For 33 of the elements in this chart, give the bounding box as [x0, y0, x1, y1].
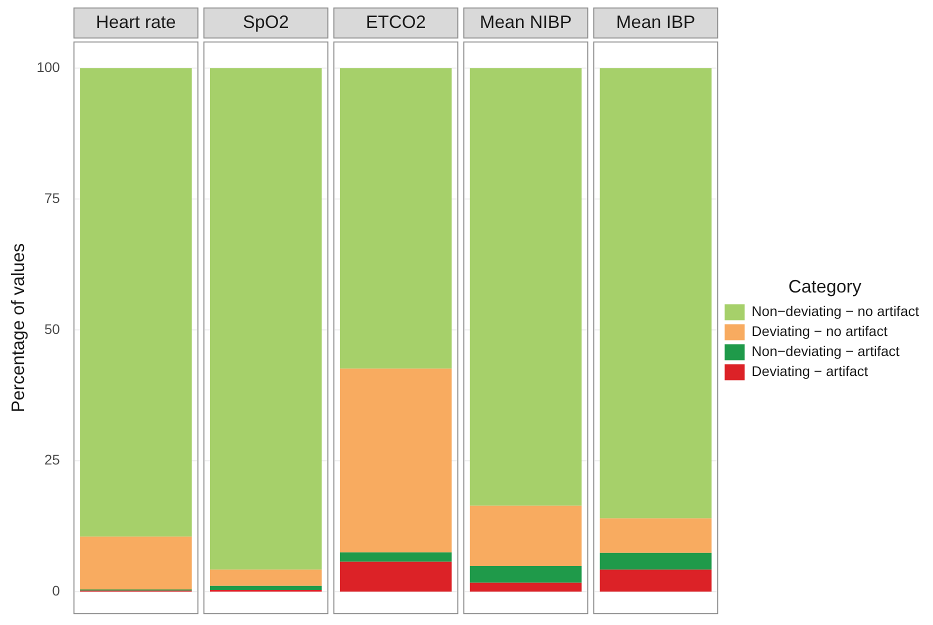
bar	[210, 570, 322, 586]
bar	[340, 552, 452, 562]
y-axis-title: Percentage of values	[8, 243, 28, 412]
legend-label: Deviating − artifact	[752, 363, 868, 380]
legend-label: Non−deviating − no artifact	[752, 303, 920, 320]
y-tick-label: 75	[44, 190, 60, 206]
bar	[340, 68, 452, 369]
y-tick-label: 50	[44, 320, 60, 337]
bar	[600, 570, 712, 592]
bar	[80, 536, 192, 590]
bar	[470, 506, 582, 566]
legend-title: Category	[788, 276, 862, 297]
bar	[600, 518, 712, 553]
x-tick-label: ETCO2	[366, 12, 426, 32]
y-tick-label: 25	[44, 452, 60, 468]
y-tick-label: 0	[52, 582, 60, 598]
bar	[470, 582, 582, 592]
bar	[340, 368, 452, 552]
bar	[470, 566, 582, 583]
bar	[80, 68, 192, 537]
x-tick-label: Mean IBP	[616, 12, 696, 32]
bar	[600, 68, 712, 518]
x-tick-label: Mean NIBP	[480, 12, 572, 32]
x-tick-label: Heart rate	[96, 12, 176, 32]
bar	[470, 68, 582, 506]
y-tick-label: 100	[36, 59, 60, 76]
bar	[600, 552, 712, 570]
bar	[210, 586, 322, 590]
bar	[210, 68, 322, 570]
bar	[340, 562, 452, 592]
legend-label: Deviating − no artifact	[752, 323, 888, 340]
legend-label: Non−deviating − artifact	[752, 343, 900, 360]
x-tick-label: SpO2	[242, 12, 289, 32]
